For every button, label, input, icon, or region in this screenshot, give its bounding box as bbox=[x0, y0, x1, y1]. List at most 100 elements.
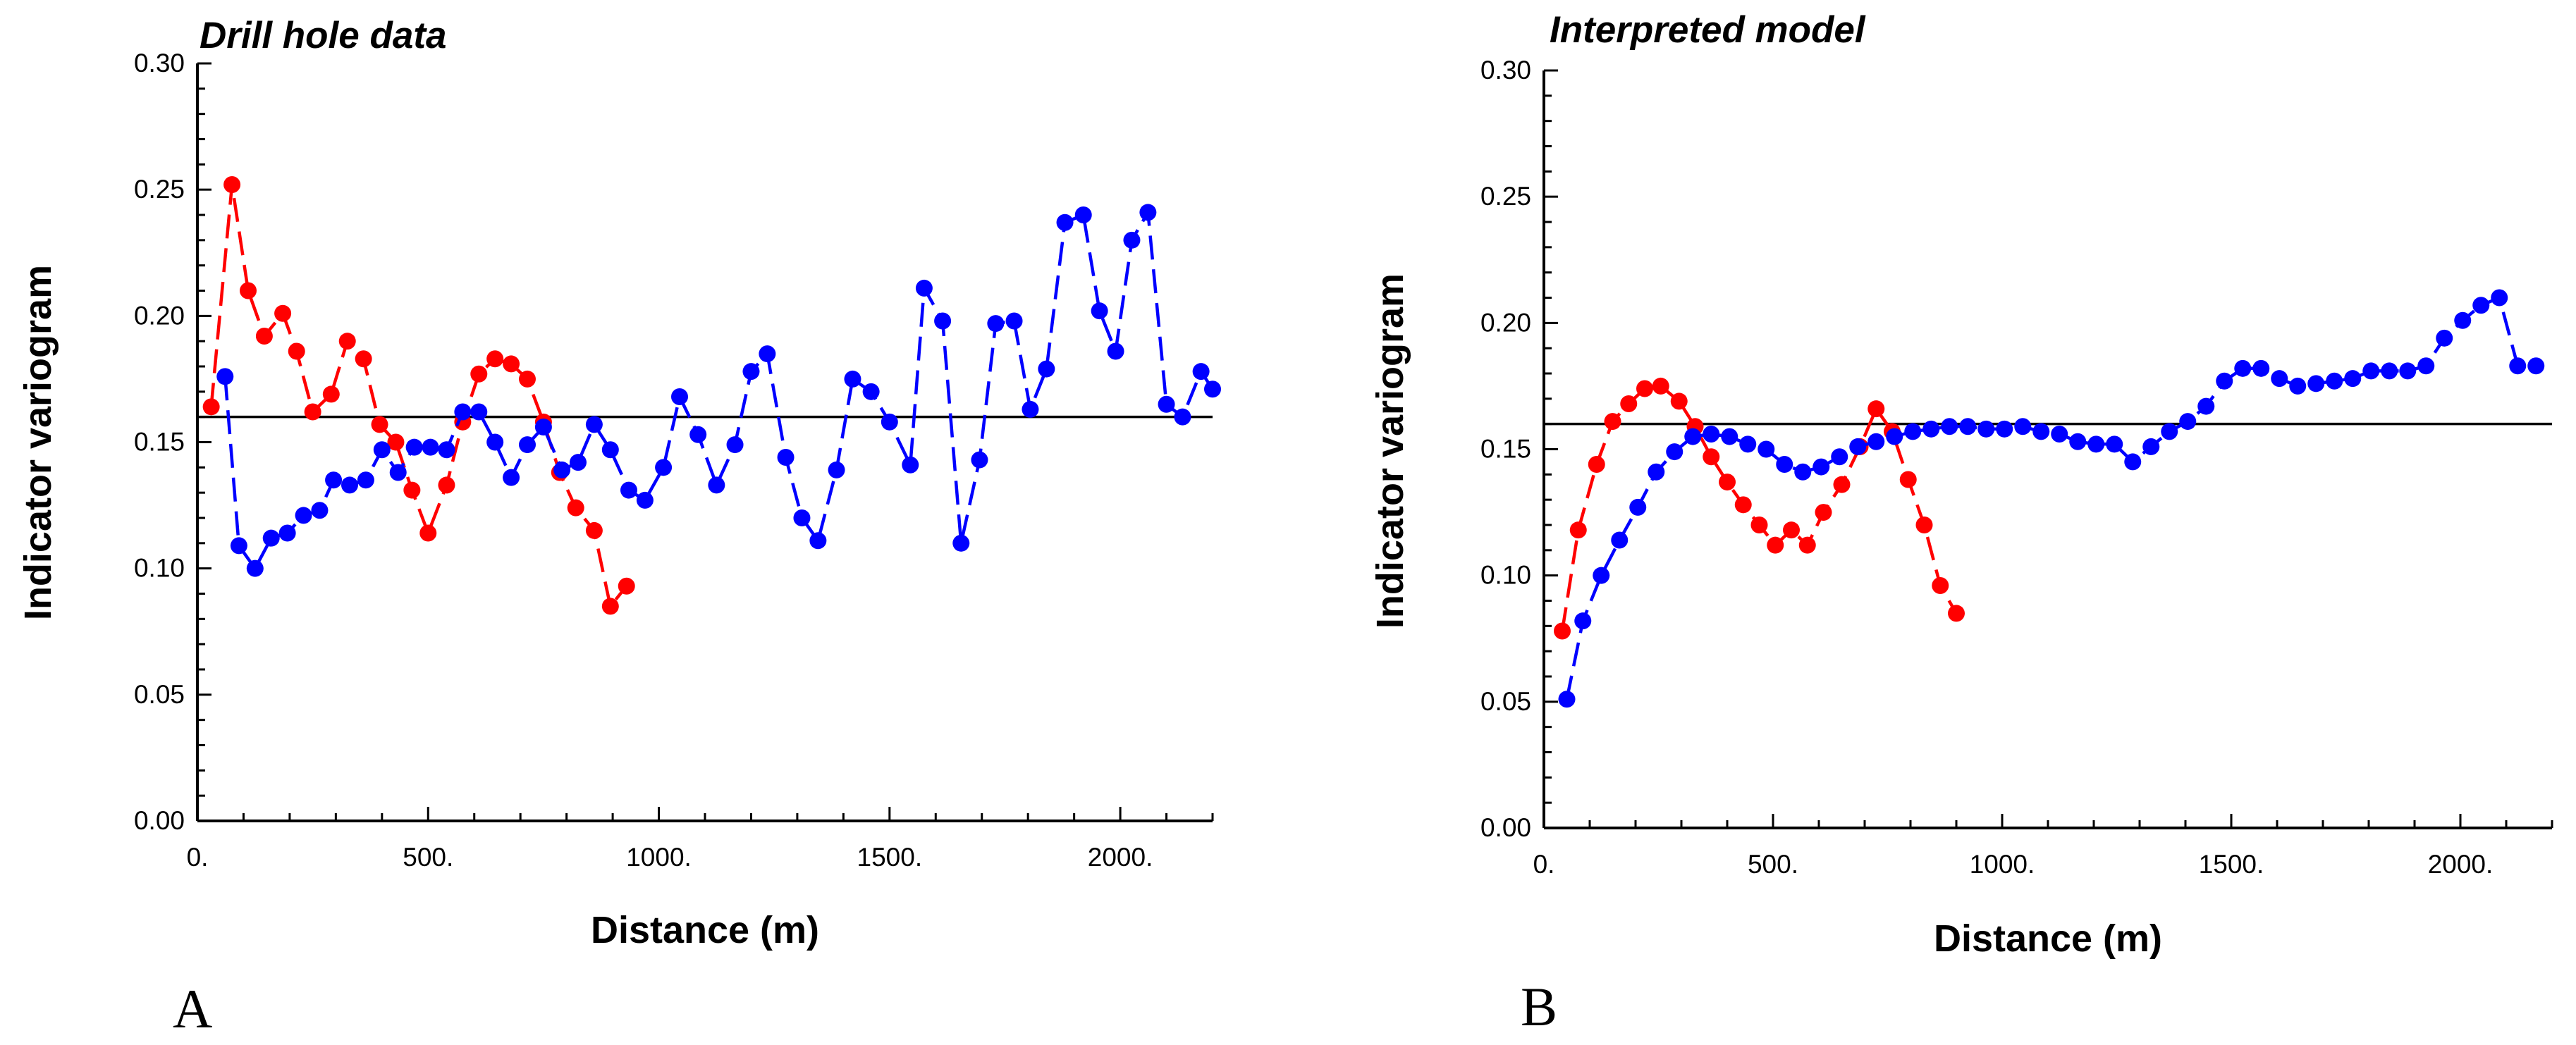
data-point-blue bbox=[902, 456, 919, 474]
data-point-red bbox=[601, 598, 619, 615]
data-point-blue bbox=[1941, 418, 1958, 435]
data-point-red bbox=[304, 403, 321, 421]
data-point-red bbox=[355, 350, 372, 368]
data-point-blue bbox=[2289, 377, 2307, 395]
data-point-blue bbox=[2326, 372, 2343, 390]
data-point-red bbox=[1798, 536, 1816, 554]
data-point-blue bbox=[1123, 231, 1141, 249]
data-point-blue bbox=[1074, 206, 1092, 223]
data-point-blue bbox=[1922, 420, 1940, 438]
x-axis-label: Distance (m) bbox=[591, 909, 819, 951]
data-point-blue bbox=[1558, 691, 1576, 708]
data-point-red bbox=[585, 521, 603, 539]
data-point-red bbox=[1670, 392, 1688, 410]
y-tick-label: 0.25 bbox=[134, 175, 185, 204]
data-point-red bbox=[1915, 517, 1933, 533]
data-point-red bbox=[223, 176, 241, 193]
data-point-blue bbox=[405, 438, 423, 456]
data-point-blue bbox=[2069, 433, 2087, 450]
x-tick-label: 1500. bbox=[2199, 850, 2264, 879]
data-point-blue bbox=[1666, 443, 1683, 461]
x-tick-label: 2000. bbox=[1088, 843, 1153, 872]
data-point-blue bbox=[1904, 423, 1922, 440]
data-point-blue bbox=[2527, 357, 2545, 375]
data-point-red bbox=[202, 398, 220, 416]
data-point-blue bbox=[1776, 456, 1793, 473]
data-point-red bbox=[1783, 521, 1800, 539]
data-point-blue bbox=[389, 464, 407, 481]
data-point-blue bbox=[689, 426, 707, 443]
data-point-blue bbox=[1091, 302, 1108, 320]
data-point-blue bbox=[708, 476, 725, 494]
data-point-blue bbox=[341, 476, 358, 494]
data-point-blue bbox=[1849, 438, 1867, 455]
data-point-blue bbox=[534, 419, 552, 435]
data-point-blue bbox=[636, 491, 654, 509]
data-point-blue bbox=[828, 461, 845, 478]
data-point-blue bbox=[216, 368, 234, 385]
data-point-blue bbox=[373, 441, 391, 459]
y-tick-label: 0.10 bbox=[134, 554, 185, 583]
data-point-red bbox=[1554, 622, 1571, 640]
x-tick-label: 1500. bbox=[857, 843, 923, 872]
x-tick-label: 1000. bbox=[626, 843, 692, 872]
y-tick-label: 0.05 bbox=[1480, 687, 1531, 716]
data-point-red bbox=[503, 355, 520, 373]
data-point-blue bbox=[2307, 375, 2325, 392]
data-point-blue bbox=[357, 471, 374, 489]
data-point-blue bbox=[671, 388, 688, 405]
data-point-red bbox=[387, 433, 405, 451]
data-point-blue bbox=[2106, 435, 2123, 453]
data-point-red bbox=[240, 282, 257, 299]
data-point-blue bbox=[952, 534, 970, 552]
data-point-blue bbox=[2399, 362, 2417, 380]
data-point-blue bbox=[1174, 408, 1191, 426]
data-point-red bbox=[1815, 504, 1832, 521]
data-point-blue bbox=[881, 413, 898, 431]
y-tick-label: 0.00 bbox=[134, 806, 185, 835]
data-point-blue bbox=[486, 433, 504, 451]
data-point-blue bbox=[1158, 395, 1175, 413]
data-point-blue bbox=[1611, 531, 1629, 549]
data-point-blue bbox=[987, 315, 1005, 333]
data-point-blue bbox=[570, 454, 587, 471]
data-point-red bbox=[403, 481, 421, 499]
x-tick-label: 0. bbox=[1533, 850, 1555, 879]
data-point-red bbox=[1948, 605, 1965, 622]
data-point-red bbox=[1750, 517, 1768, 533]
data-point-blue bbox=[1204, 381, 1221, 398]
y-axis-label: Indicator variogram bbox=[1369, 273, 1411, 629]
data-point-red bbox=[419, 524, 437, 542]
data-point-blue bbox=[262, 529, 280, 547]
data-point-blue bbox=[2381, 362, 2398, 380]
data-point-blue bbox=[2509, 357, 2527, 375]
data-point-blue bbox=[470, 403, 488, 421]
data-point-blue bbox=[1022, 400, 1039, 418]
data-point-blue bbox=[1192, 363, 1210, 381]
data-point-blue bbox=[454, 403, 472, 421]
y-tick-label: 0.20 bbox=[134, 301, 185, 330]
data-point-blue bbox=[1959, 418, 1977, 435]
data-point-blue bbox=[311, 502, 329, 519]
data-point-blue bbox=[1886, 428, 1903, 445]
data-point-blue bbox=[295, 507, 312, 524]
data-point-blue bbox=[2197, 397, 2215, 415]
data-point-blue bbox=[1813, 458, 1830, 476]
data-point-blue bbox=[1758, 440, 1775, 458]
x-axis-label: Distance (m) bbox=[1934, 917, 2162, 960]
data-point-red bbox=[1652, 377, 1669, 395]
data-point-blue bbox=[1038, 360, 1055, 378]
chart-title: Drill hole data bbox=[200, 15, 446, 56]
data-point-red bbox=[338, 333, 356, 350]
data-point-blue bbox=[1703, 426, 1720, 443]
data-point-blue bbox=[1721, 428, 1738, 445]
series-red bbox=[202, 176, 635, 615]
data-point-red bbox=[470, 365, 488, 383]
series-blue bbox=[216, 204, 1221, 577]
data-point-red bbox=[322, 385, 340, 403]
data-point-red bbox=[1703, 448, 1720, 466]
data-point-blue bbox=[2234, 359, 2252, 377]
data-point-blue bbox=[2252, 359, 2270, 377]
y-tick-label: 0.05 bbox=[134, 680, 185, 709]
x-tick-label: 1000. bbox=[1970, 850, 2035, 879]
